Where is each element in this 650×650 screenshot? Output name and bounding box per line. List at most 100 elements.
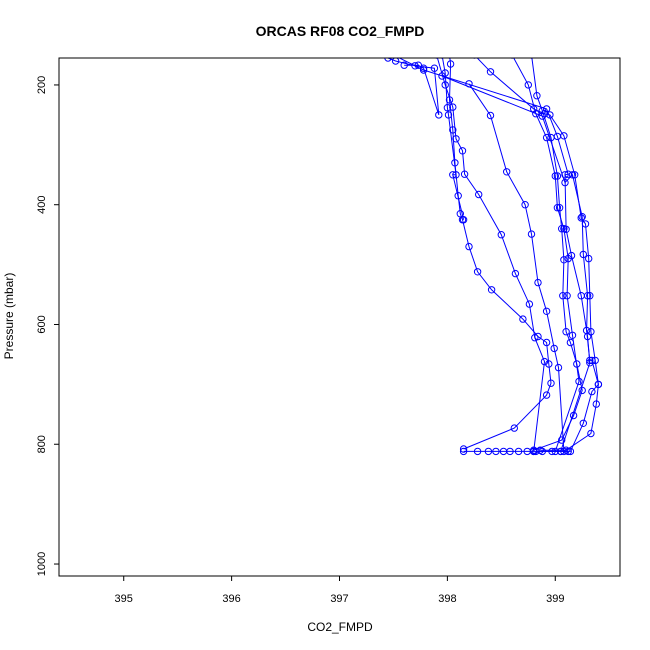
data-point [568,331,577,339]
data-point [444,111,453,119]
plot-area [384,58,603,456]
data-point [519,315,527,323]
data-point [564,170,572,178]
data-point [452,171,460,179]
y-axis-title: Pressure (mbar) [2,273,16,360]
data-point [514,447,523,456]
y-tick-label: 400 [36,196,48,214]
data-point [542,307,551,315]
data-point [465,242,473,251]
data-point [532,447,540,456]
data-point [459,216,468,224]
data-point [587,429,595,438]
data-point [588,387,596,396]
data-point [551,172,559,180]
data-point [484,447,493,456]
series-9 [391,58,594,456]
x-tick-label: 399 [546,593,564,605]
data-point [562,225,570,234]
data-point [585,254,593,263]
data-point [475,190,483,199]
data-point [540,357,549,366]
data-point [391,58,400,65]
series-7 [434,58,549,456]
data-point [542,338,551,347]
series-line [398,58,591,452]
data-point [521,201,529,209]
series-line [468,83,565,452]
data-point [568,171,577,179]
data-point [555,204,564,212]
data-point [458,147,467,155]
y-tick-label: 1000 [36,552,48,576]
data-point [540,110,549,118]
data-point [560,256,568,264]
data-point [575,377,583,386]
data-point [510,424,518,432]
data-point [588,356,596,365]
data-point [542,391,551,399]
data-point [553,132,562,141]
data-point [511,269,520,278]
x-tick-label: 397 [330,593,348,605]
data-point [545,360,553,368]
y-axis: 200 400 600 800 1000 [36,76,59,576]
data-point [459,445,468,453]
x-tick-label: 398 [438,593,456,605]
data-point [430,64,439,72]
data-point [452,135,460,143]
data-point [441,81,449,89]
x-axis-title: CO2_FMPD [307,620,373,634]
x-axis: 395 396 397 398 399 [115,576,564,605]
data-point [586,292,594,300]
data-point [449,103,457,111]
data-point [419,64,428,72]
data-point [446,60,455,68]
y-tick-label: 800 [36,435,48,453]
data-point [534,278,542,287]
data-point [524,81,532,89]
data-point [473,447,482,456]
series-10 [439,58,468,224]
data-point [563,292,571,300]
data-point [592,400,600,408]
data-point [586,359,594,367]
data-point [473,268,482,276]
data-point [594,380,603,389]
data-point [456,210,464,218]
y-tick-label: 200 [36,76,48,94]
data-point [486,68,495,76]
data-point [562,328,570,336]
data-point [577,292,585,300]
data-point [542,133,551,142]
data-point [400,61,408,69]
series-line [531,58,583,451]
series-11 [384,58,443,119]
data-point [557,447,565,456]
data-point [558,225,566,233]
data-point [486,111,495,120]
data-point [384,58,392,62]
data-point [492,447,500,456]
data-point [583,332,592,341]
data-point [449,126,457,134]
chart-title: ORCAS RF08 CO2_FMPD [256,23,425,39]
data-point [533,92,541,100]
data-point [530,447,538,456]
data-point [553,204,562,212]
data-point [459,447,468,456]
data-point [506,447,514,456]
series-line [448,58,552,450]
data-point [532,110,540,118]
data-point [547,379,555,387]
data-point [550,344,558,353]
data-point [441,69,449,77]
data-point [579,419,587,427]
data-point [411,62,419,70]
data-point [525,300,534,308]
data-point [449,171,457,179]
series-line [513,58,580,452]
data-point [553,172,562,180]
